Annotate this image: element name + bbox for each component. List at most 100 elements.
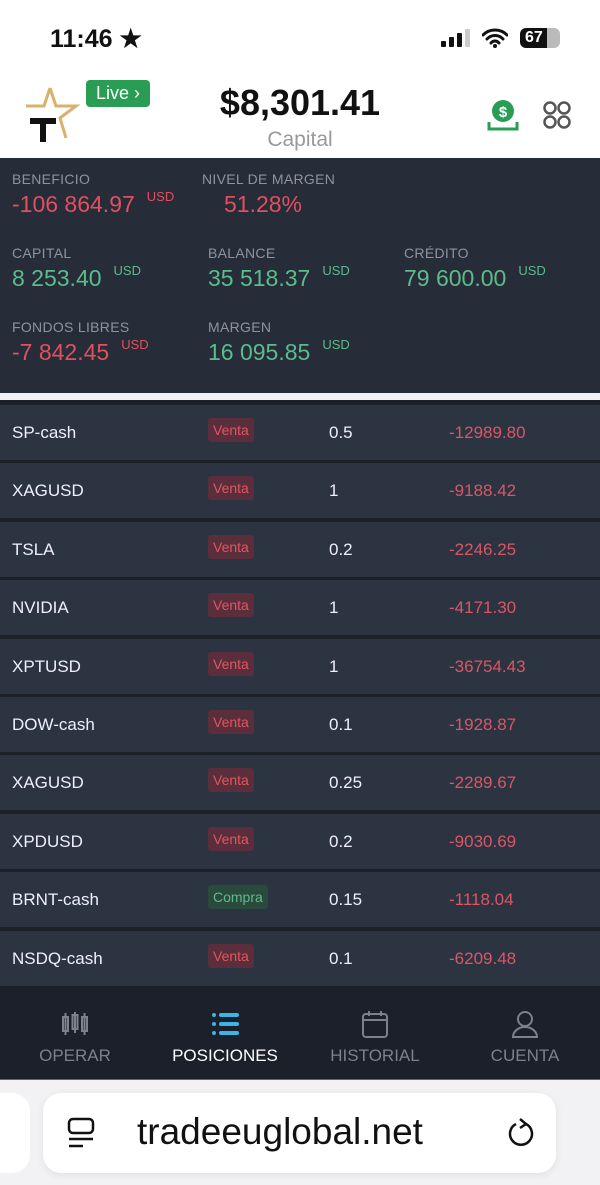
battery-icon: 67 <box>520 28 560 48</box>
profit-loss: -2246.25 <box>449 539 517 559</box>
capital-value: 8 253.40 <box>12 265 102 291</box>
list-icon <box>212 1013 239 1035</box>
nivel-value: 51.28% <box>224 191 303 217</box>
symbol: NSDQ-cash <box>12 948 103 968</box>
capital-label: Capital <box>267 128 333 151</box>
battery-level: 67 <box>525 29 543 46</box>
tab-label: CUENTA <box>490 1046 560 1065</box>
volume: 0.1 <box>329 948 353 968</box>
profit-loss: -12989.80 <box>449 423 526 442</box>
wifi-icon <box>482 28 508 48</box>
side-badge: Venta <box>208 534 254 559</box>
profit-loss: -9188.42 <box>449 481 517 501</box>
symbol: XPTUSD <box>12 656 81 676</box>
address-bar[interactable]: tradeeuglobal.net <box>43 1093 556 1173</box>
beneficio-label: BENEFICIO <box>12 171 91 187</box>
volume: 0.5 <box>329 423 353 442</box>
side-badge: Venta <box>208 768 254 793</box>
beneficio-value: -106 864.97 <box>12 191 135 217</box>
capital-cell: CAPITAL 8 253.40 USD <box>12 245 141 292</box>
currency: USD <box>121 337 149 352</box>
calendar-icon <box>362 1011 388 1038</box>
reader-icon[interactable] <box>67 1117 97 1149</box>
volume: 0.2 <box>329 831 353 851</box>
volume: 0.2 <box>329 539 353 559</box>
position-row[interactable]: XPDUSD Venta 0.2 -9030.69 <box>0 813 600 869</box>
side-badge: Venta <box>208 593 254 618</box>
fondos-value: -7 842.45 <box>12 339 110 365</box>
bottom-nav: OPERAR POSICIONES HISTORIAL CUENTA <box>0 987 600 1080</box>
time-text: 11:46 <box>50 25 113 53</box>
signal-icon <box>441 29 470 47</box>
profit-loss: -36754.43 <box>449 656 526 676</box>
profit-loss: -6209.48 <box>449 948 517 968</box>
position-row[interactable]: SP-cash Venta 0.5 -12989.80 <box>0 405 600 460</box>
symbol: SP-cash <box>12 423 77 442</box>
profit-loss: -9030.69 <box>449 831 517 851</box>
profit-loss: -4171.30 <box>449 598 517 618</box>
profit-loss: -1928.87 <box>449 715 517 734</box>
position-row[interactable]: XPTUSD Venta 1 -36754.43 <box>0 638 600 694</box>
reload-icon[interactable] <box>506 1117 536 1149</box>
symbol: NVIDIA <box>12 598 69 618</box>
position-row[interactable]: NSDQ-cash Venta 0.1 -6209.48 <box>0 930 600 986</box>
volume: 0.15 <box>329 890 363 910</box>
deposit-icon[interactable]: $ <box>486 98 520 132</box>
credito-cell: CRÉDITO 79 600.00 USD <box>404 245 546 292</box>
live-label: Live <box>96 83 130 103</box>
account-summary: BENEFICIO -106 864.97 USD NIVEL DE MARGEN 5… <box>0 158 600 393</box>
capital-label: CAPITAL <box>12 245 72 261</box>
logo <box>26 87 81 142</box>
previous-tab[interactable] <box>0 1093 30 1173</box>
position-row[interactable]: BRNT-cash Compra 0.15 -1118.04 <box>0 872 600 928</box>
symbol: XPDUSD <box>12 831 83 851</box>
profit-loss: -2289.67 <box>449 773 517 793</box>
side-badge: Venta <box>208 826 254 851</box>
tab-label: OPERAR <box>39 1046 111 1065</box>
balance-label: BALANCE <box>208 245 276 261</box>
symbol: DOW-cash <box>12 715 95 734</box>
nivel-label: NIVEL DE MARGEN <box>202 171 336 187</box>
symbol: XAGUSD <box>12 773 84 793</box>
symbol: TSLA <box>12 539 55 559</box>
tab-cuenta[interactable]: CUENTA <box>450 987 600 1080</box>
app-header: Live › $8,301.41 Capital $ <box>0 72 600 158</box>
grid-menu-icon[interactable] <box>542 100 572 130</box>
credito-label: CRÉDITO <box>404 245 469 261</box>
side-badge: Venta <box>208 418 254 442</box>
position-row[interactable]: XAGUSD Venta 0.25 -2289.67 <box>0 755 600 811</box>
balance-value: 35 518.37 <box>208 265 311 291</box>
volume: 0.25 <box>329 773 363 793</box>
positions-list: SP-cash Venta 0.5 -12989.80 XAGUSD Venta … <box>0 400 600 987</box>
credito-value: 79 600.00 <box>404 265 507 291</box>
position-row[interactable]: TSLA Venta 0.2 -2246.25 <box>0 521 600 577</box>
side-badge: Venta <box>208 651 254 676</box>
side-badge: Venta <box>208 943 254 968</box>
url-text: tradeeuglobal.net <box>137 1111 423 1152</box>
position-row[interactable]: NVIDIA Venta 1 -4171.30 <box>0 580 600 636</box>
tab-posiciones[interactable]: POSICIONES <box>150 987 300 1080</box>
capital-amount: $8,301.41 <box>219 82 381 123</box>
volume: 1 <box>329 481 339 501</box>
position-row[interactable]: DOW-cash Venta 0.1 -1928.87 <box>0 697 600 752</box>
balance-cell: BALANCE 35 518.37 USD <box>208 245 350 292</box>
tab-operar[interactable]: OPERAR <box>0 987 150 1080</box>
beneficio-cell: BENEFICIO -106 864.97 USD <box>12 171 174 218</box>
volume: 1 <box>329 656 339 676</box>
svg-text:$: $ <box>499 104 508 121</box>
live-account-button[interactable]: Live › <box>86 80 151 107</box>
volume: 0.1 <box>329 715 353 734</box>
clock: 11:46 ★ <box>50 25 142 53</box>
margen-cell: MARGEN 16 095.85 USD <box>208 319 350 366</box>
chevron-right-icon: › <box>134 83 141 103</box>
nivel-cell: NIVEL DE MARGEN 51.28% <box>202 171 335 218</box>
margen-label: MARGEN <box>208 319 272 335</box>
tab-historial[interactable]: HISTORIAL <box>300 987 450 1080</box>
currency: USD <box>146 189 175 204</box>
candlestick-icon <box>62 1012 88 1035</box>
status-bar: 11:46 ★ 67 <box>0 0 600 72</box>
currency: USD <box>113 263 141 278</box>
profit-loss: -1118.04 <box>449 890 514 910</box>
symbol: BRNT-cash <box>12 890 99 910</box>
position-row[interactable]: XAGUSD Venta 1 -9188.42 <box>0 463 600 519</box>
